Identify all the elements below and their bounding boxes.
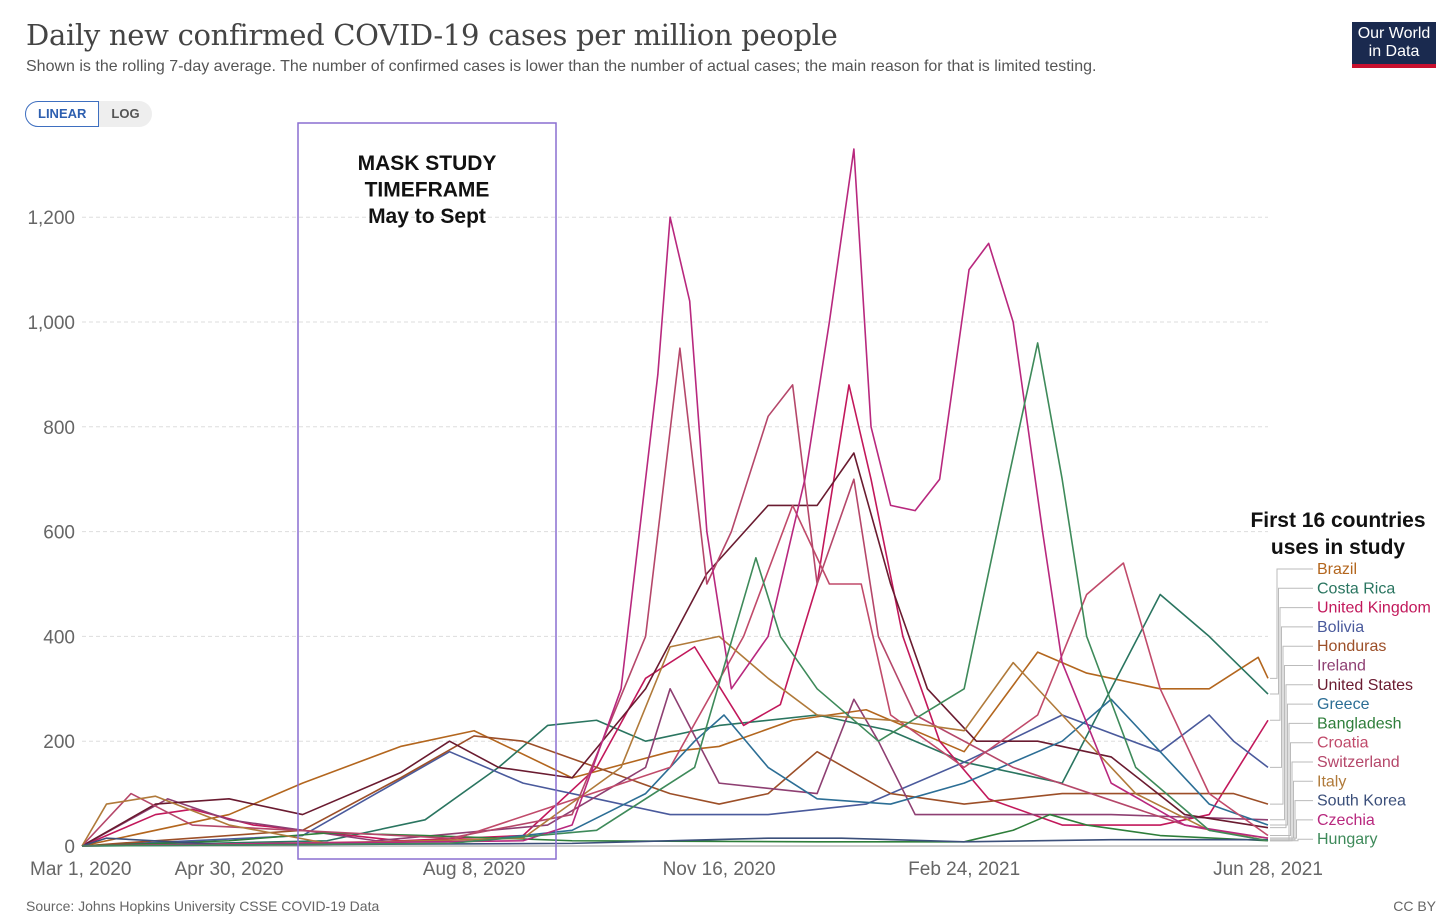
legend-connector	[1270, 761, 1313, 842]
series-line-czechia	[81, 148, 1269, 847]
legend-connector	[1270, 665, 1313, 821]
legend-item: Bolivia	[1317, 619, 1364, 636]
legend-heading: First 16 countries	[1250, 509, 1425, 532]
linear-button[interactable]: LINEAR	[25, 101, 100, 127]
x-tick-label: Aug 8, 2020	[423, 859, 525, 880]
scale-toggle[interactable]: LINEAR LOG	[25, 101, 152, 127]
owid-logo[interactable]: Our World in Data	[1352, 22, 1436, 68]
legend-item: Greece	[1317, 696, 1370, 713]
legend-connector	[1270, 568, 1313, 679]
y-tick-label: 200	[43, 732, 75, 753]
x-tick-label: Jun 28, 2021	[1213, 859, 1323, 880]
mask-study-label: May to Sept	[368, 205, 486, 228]
log-button[interactable]: LOG	[111, 106, 140, 121]
chart-title: Daily new confirmed COVID-19 cases per m…	[26, 18, 838, 52]
chart-subtitle: Shown is the rolling 7-day average. The …	[26, 58, 1097, 75]
series-line-hungary	[81, 342, 1269, 847]
logo-line1: Our World	[1357, 25, 1431, 42]
series-line-ireland	[81, 687, 1269, 847]
legend-connector	[1270, 587, 1313, 695]
x-tick-label: Apr 30, 2020	[175, 859, 284, 880]
legend-connector	[1270, 626, 1313, 768]
legend-item: Bangladesh	[1317, 715, 1402, 732]
legend-connector	[1270, 838, 1313, 842]
legend-item: Hungary	[1317, 831, 1377, 848]
legend-item: United States	[1317, 677, 1413, 694]
legend-connector	[1270, 607, 1313, 721]
series-line-croatia	[81, 504, 1269, 847]
mask-study-label: MASK STUDY	[358, 152, 497, 175]
mask-study-label: TIMEFRAME	[365, 179, 490, 202]
y-tick-label: 600	[43, 523, 75, 544]
legend-item: Italy	[1317, 773, 1346, 790]
legend-connector	[1270, 742, 1313, 837]
series-line-brazil	[81, 651, 1269, 847]
y-tick-label: 800	[43, 418, 75, 439]
series-line-honduras	[81, 735, 1269, 847]
y-tick-label: 0	[64, 837, 75, 858]
series-line-italy	[81, 635, 1269, 847]
y-tick-label: 1,200	[27, 208, 75, 229]
x-tick-label: Mar 1, 2020	[30, 859, 131, 880]
series-line-united-states	[81, 452, 1269, 847]
legend-connector	[1270, 800, 1313, 841]
series-line-greece	[81, 698, 1269, 847]
x-tick-label: Nov 16, 2020	[663, 859, 776, 880]
legend-item: Switzerland	[1317, 754, 1400, 771]
series-line-united-kingdom	[81, 384, 1269, 847]
y-tick-label: 1,000	[27, 313, 75, 334]
legend-connector	[1270, 684, 1313, 829]
legend-item: Ireland	[1317, 658, 1366, 675]
legend-item: Honduras	[1317, 638, 1386, 655]
license-note[interactable]: CC BY	[1393, 898, 1436, 914]
legend-item: Czechia	[1317, 812, 1375, 829]
legend-item: Croatia	[1317, 735, 1369, 752]
series-line-switzerland	[81, 347, 1269, 847]
legend-connector	[1270, 645, 1313, 805]
series-line-south-korea	[81, 837, 1268, 847]
legend-item: Brazil	[1317, 561, 1357, 578]
logo-line2: in Data	[1368, 43, 1420, 60]
series-line-costa-rica	[81, 593, 1269, 847]
legend-heading: uses in study	[1271, 536, 1406, 559]
x-tick-label: Feb 24, 2021	[908, 859, 1020, 880]
y-tick-label: 400	[43, 627, 75, 648]
legend-item: Costa Rica	[1317, 580, 1395, 597]
legend-connector	[1270, 703, 1313, 826]
series-line-bolivia	[81, 714, 1269, 847]
series-line-bangladesh	[81, 813, 1269, 847]
source-note[interactable]: Source: Johns Hopkins University CSSE CO…	[26, 898, 380, 914]
legend-connector	[1270, 819, 1313, 839]
legend-item: South Korea	[1317, 793, 1406, 810]
legend-item: United Kingdom	[1317, 600, 1431, 617]
mask-study-box	[297, 122, 557, 860]
